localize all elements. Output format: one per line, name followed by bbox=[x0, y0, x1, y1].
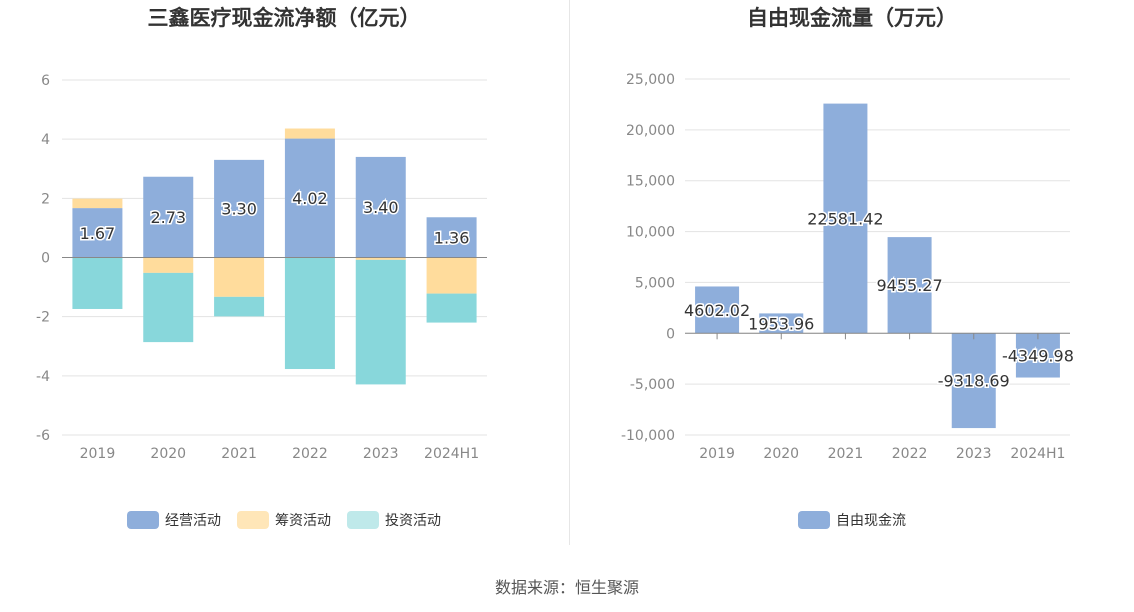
legend-operating[interactable]: 经营活动 bbox=[127, 510, 221, 530]
financing-bar bbox=[426, 257, 477, 294]
free-cash-flow-bar bbox=[1015, 333, 1060, 378]
y-tick-label: 0 bbox=[41, 251, 50, 267]
y-tick-label: 5,000 bbox=[635, 275, 675, 291]
free-cash-flow-data-label: -4349.98 bbox=[1002, 346, 1074, 365]
operating-data-label: 1.36 bbox=[434, 228, 470, 247]
free-cash-flow-bar bbox=[951, 333, 996, 429]
cash-flow-chart-panel: 三鑫医疗现金流净额（亿元） 6 4 2 0 -2 -4 -6 2019 1.67 2020 2.73… bbox=[0, 0, 568, 545]
legend-free-cash-flow[interactable]: 自由现金流 bbox=[798, 510, 906, 530]
free-cash-flow-bar bbox=[823, 103, 868, 334]
x-tick-label: 2020 bbox=[763, 446, 799, 462]
x-tick-label: 2021 bbox=[221, 446, 257, 462]
cash-flow-chart: 6 4 2 0 -2 -4 -6 2019 1.67 2020 2.73 2021 3.30 2022 4.… bbox=[36, 73, 487, 462]
x-tick-label: 2024H1 bbox=[1010, 446, 1065, 462]
y-tick-label: -2 bbox=[36, 310, 50, 326]
investing-bar bbox=[214, 296, 265, 317]
free-cash-flow-bar bbox=[695, 286, 740, 334]
x-tick-label: 2022 bbox=[292, 446, 328, 462]
y-tick-label: -5,000 bbox=[630, 377, 675, 393]
operating-data-label: 1.67 bbox=[80, 224, 116, 243]
legend-investing[interactable]: 投资活动 bbox=[347, 510, 441, 530]
operating-bar bbox=[426, 217, 477, 258]
investing-bar bbox=[143, 272, 194, 343]
data-source-footer: 数据来源：恒生聚源 bbox=[494, 578, 639, 597]
free-cash-flow-chart-title: 自由现金流量（万元） bbox=[747, 6, 957, 30]
free-cash-flow-chart: 25,000 20,000 15,000 10,000 5,000 0 -5,000 -10,… bbox=[621, 72, 1075, 462]
operating-data-label: 2.73 bbox=[150, 208, 186, 227]
y-tick-label: -6 bbox=[36, 428, 50, 444]
free-cash-flow-bar bbox=[759, 313, 804, 334]
free-cash-flow-data-label: 22581.42 bbox=[807, 209, 883, 228]
free-cash-flow-data-label: 1953.96 bbox=[748, 314, 814, 333]
financing-bar bbox=[72, 198, 123, 209]
legend-investing-label: 投资活动 bbox=[385, 513, 441, 529]
legend-operating-label: 经营活动 bbox=[165, 513, 221, 529]
legend-financing-swatch bbox=[237, 511, 269, 529]
investing-bar bbox=[72, 257, 123, 309]
x-tick-label: 2022 bbox=[892, 446, 928, 462]
free-cash-flow-legend: 自由现金流 bbox=[570, 510, 1134, 530]
x-tick-label: 2020 bbox=[150, 446, 186, 462]
operating-bar bbox=[214, 159, 265, 258]
y-tick-label: 0 bbox=[666, 326, 675, 342]
y-tick-label: 20,000 bbox=[626, 123, 675, 139]
x-tick-label: 2024H1 bbox=[424, 446, 479, 462]
legend-free-cash-flow-label: 自由现金流 bbox=[836, 513, 906, 529]
legend-financing[interactable]: 筹资活动 bbox=[237, 510, 331, 530]
financing-bar bbox=[284, 128, 335, 139]
legend-financing-label: 筹资活动 bbox=[275, 513, 331, 529]
x-tick-label: 2021 bbox=[828, 446, 864, 462]
cash-flow-chart-title: 三鑫医疗现金流净额（亿元） bbox=[147, 6, 421, 30]
y-tick-label: -10,000 bbox=[621, 428, 675, 444]
x-tick-label: 2023 bbox=[363, 446, 399, 462]
legend-investing-swatch bbox=[347, 511, 379, 529]
financing-bar bbox=[214, 257, 265, 297]
x-tick-label: 2023 bbox=[956, 446, 992, 462]
y-tick-label: 4 bbox=[41, 132, 50, 148]
free-cash-flow-bar bbox=[887, 237, 932, 334]
investing-bar bbox=[426, 293, 477, 323]
panel-divider bbox=[569, 0, 570, 545]
free-cash-flow-data-label: 4602.02 bbox=[684, 301, 750, 320]
x-tick-label: 2019 bbox=[80, 446, 116, 462]
legend-operating-swatch bbox=[127, 511, 159, 529]
operating-bar bbox=[72, 208, 123, 258]
y-tick-label: 25,000 bbox=[626, 72, 675, 88]
investing-bar bbox=[355, 259, 406, 385]
legend-free-cash-flow-swatch bbox=[798, 511, 830, 529]
free-cash-flow-chart-panel: 自由现金流量（万元） 25,000 20,000 15,000 10,000 5,000… bbox=[570, 0, 1134, 545]
y-tick-label: 15,000 bbox=[626, 174, 675, 190]
operating-bar bbox=[143, 176, 194, 258]
investing-bar bbox=[284, 257, 335, 370]
operating-data-label: 3.30 bbox=[221, 200, 257, 219]
financing-bar bbox=[355, 257, 406, 260]
y-tick-label: 10,000 bbox=[626, 225, 675, 241]
free-cash-flow-data-label: -9318.69 bbox=[938, 372, 1010, 391]
free-cash-flow-data-label: 9455.27 bbox=[876, 276, 942, 295]
operating-bar bbox=[284, 138, 335, 258]
operating-data-label: 3.40 bbox=[363, 198, 399, 217]
operating-data-label: 4.02 bbox=[292, 189, 328, 208]
financing-bar bbox=[143, 257, 194, 273]
cash-flow-legend: 经营活动 筹资活动 投资活动 bbox=[0, 510, 568, 530]
operating-bar bbox=[355, 156, 406, 258]
y-tick-label: 2 bbox=[41, 191, 50, 207]
y-tick-label: 6 bbox=[41, 73, 50, 89]
y-tick-label: -4 bbox=[36, 369, 50, 385]
x-tick-label: 2019 bbox=[699, 446, 735, 462]
